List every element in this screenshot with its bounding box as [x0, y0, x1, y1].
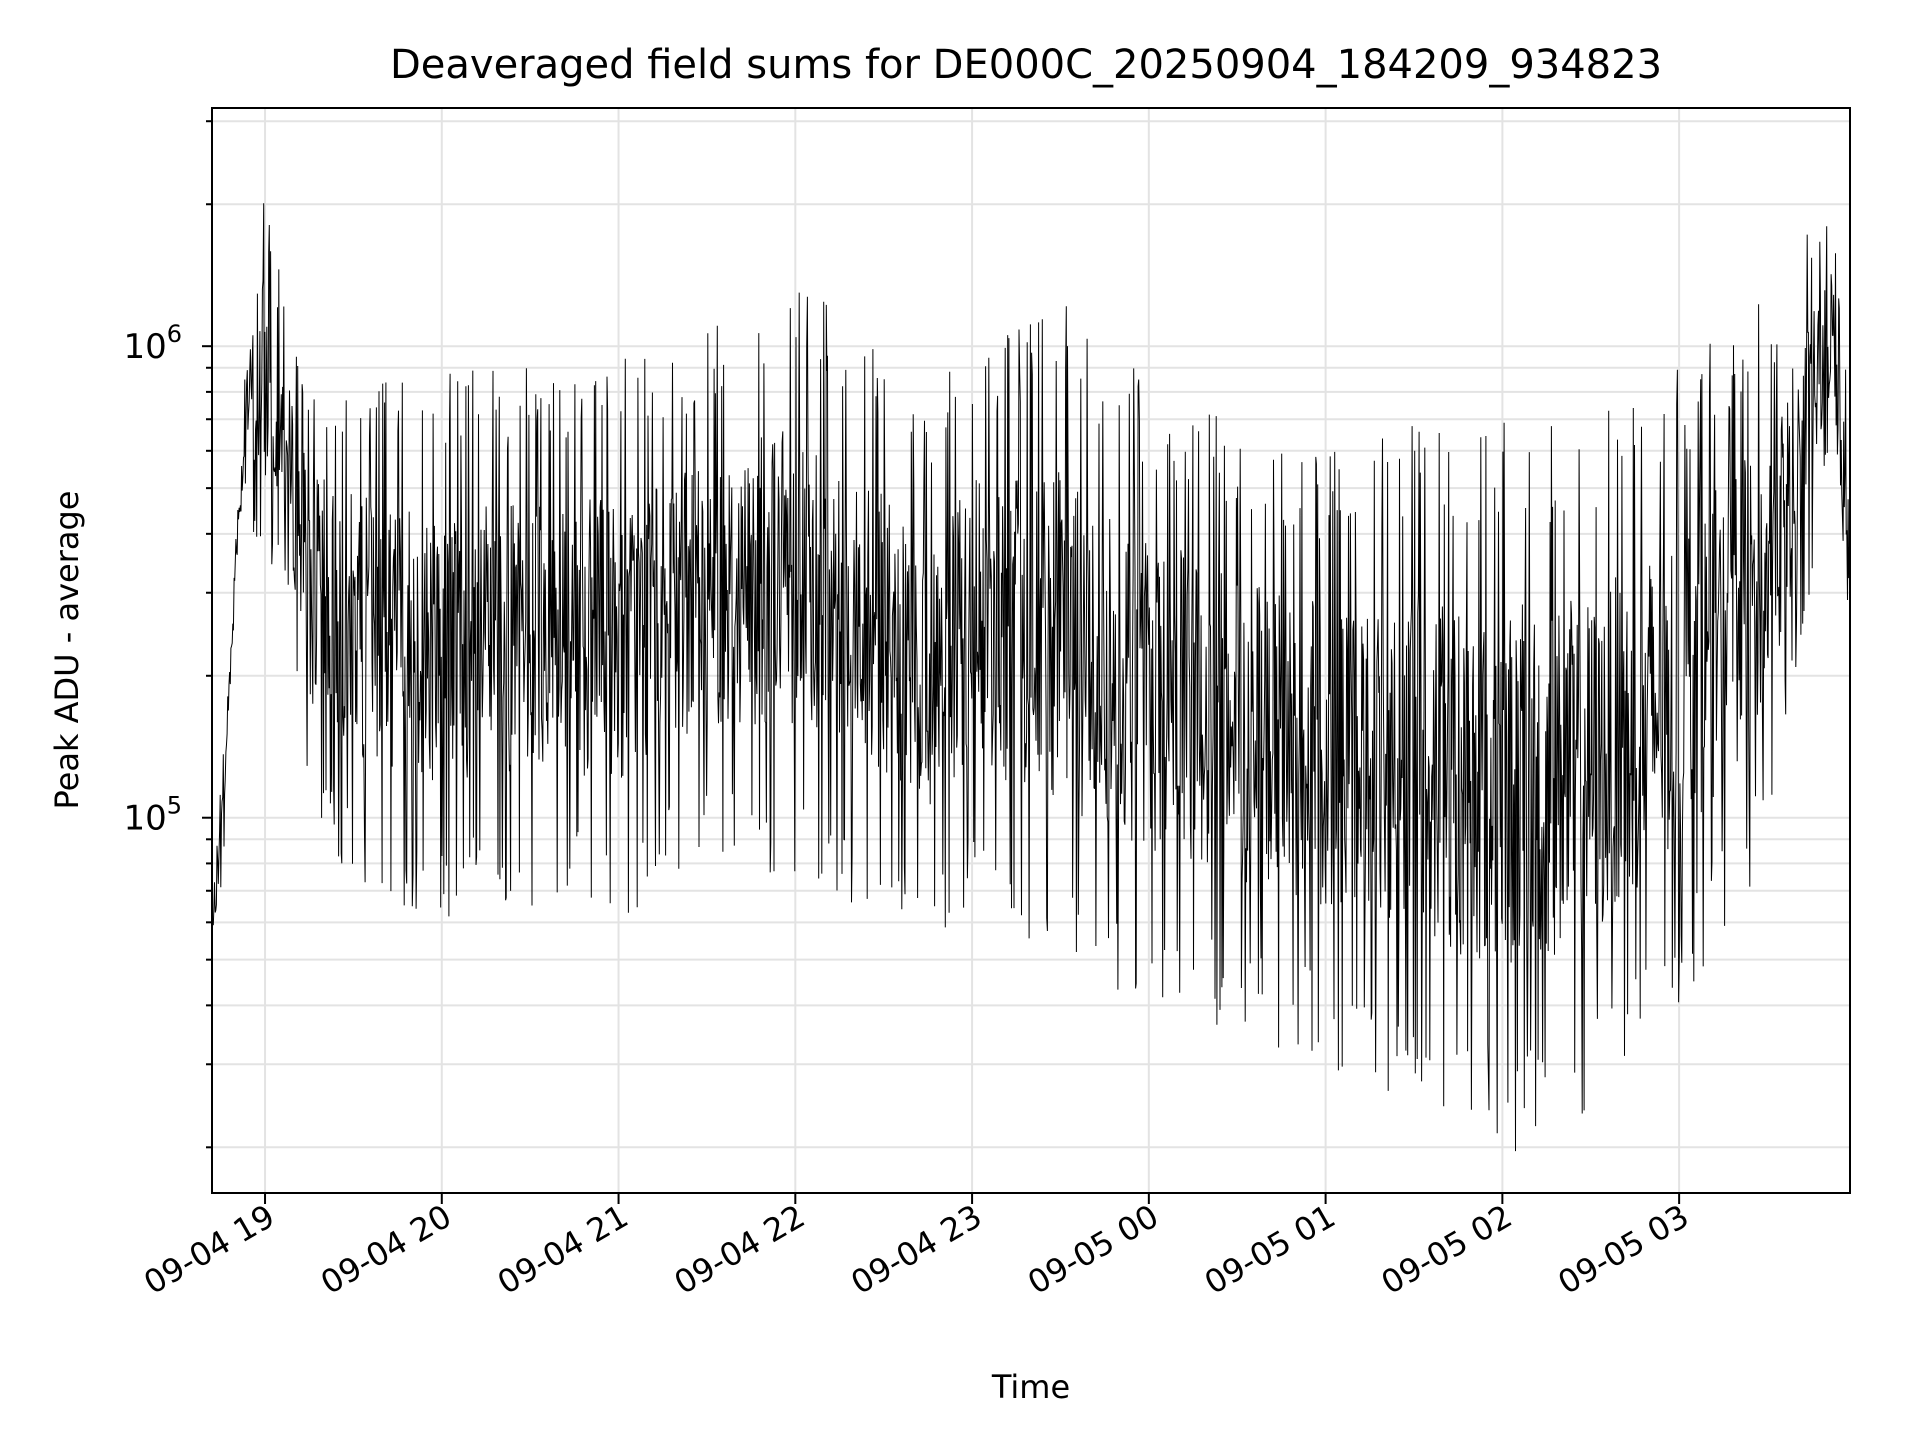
plot-area-frame — [211, 107, 1851, 1194]
y-tick-label: 105 — [123, 792, 182, 839]
series-line — [211, 203, 1851, 1152]
x-tick-label: 09-05 01 — [1198, 1197, 1342, 1302]
y-axis-label: Peak ADU - average — [48, 491, 86, 810]
chart-title: Deaveraged field sums for DE000C_2025090… — [390, 42, 1662, 88]
x-tick-label: 09-05 03 — [1552, 1197, 1696, 1302]
x-tick-label: 09-04 19 — [137, 1197, 281, 1302]
y-axis: 105 106 — [123, 120, 212, 1149]
x-tick-label: 09-04 21 — [491, 1197, 635, 1302]
x-tick-label: 09-04 23 — [844, 1197, 988, 1302]
x-tick-label: 09-05 02 — [1375, 1197, 1519, 1302]
x-tick-label: 09-04 20 — [314, 1197, 458, 1302]
x-tick-label: 09-04 22 — [668, 1197, 812, 1302]
y-tick-label: 106 — [123, 320, 182, 367]
x-tick-label: 09-05 00 — [1021, 1197, 1165, 1302]
x-axis: 09-04 19 09-04 20 09-04 21 09-04 22 09-04 23… — [137, 1193, 1695, 1302]
x-axis-label: Time — [991, 1368, 1070, 1406]
